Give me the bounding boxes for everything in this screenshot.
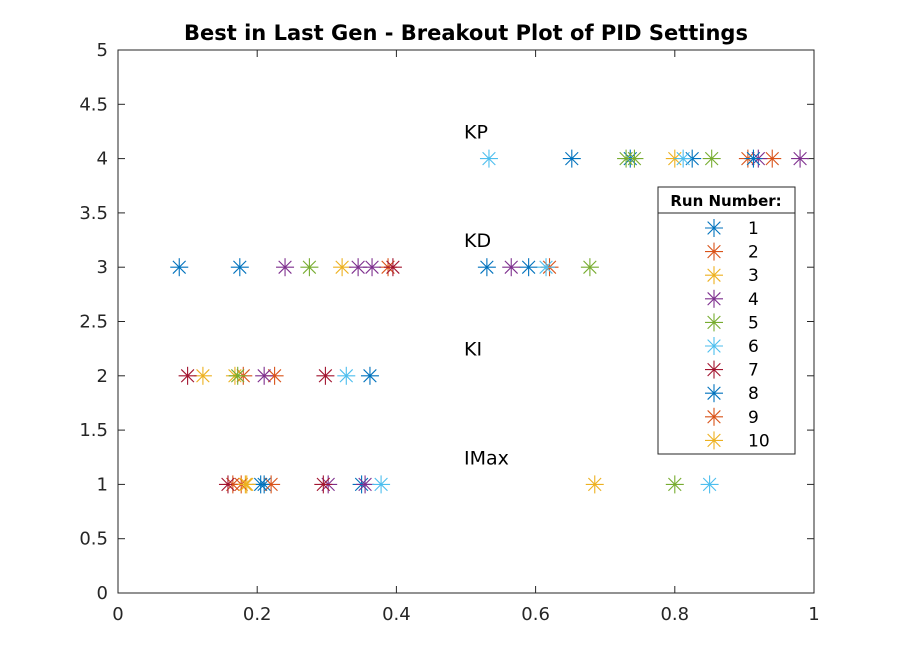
data-point-run-6 [372, 475, 391, 494]
annotation-kd: KD [464, 230, 491, 252]
data-points [170, 149, 810, 494]
data-point-run-5 [702, 149, 721, 168]
data-point-run-1 [230, 258, 249, 277]
annotation-kp: KP [464, 121, 488, 143]
data-point-run-4 [502, 258, 521, 277]
y-tick-label: 0.5 [79, 529, 108, 550]
y-tick-label: 1.5 [79, 420, 108, 441]
legend-marker-run-10 [705, 431, 723, 450]
legend-marker-run-6 [705, 337, 723, 355]
legend-label-run-2: 2 [748, 243, 759, 263]
x-tick-label: 0.2 [243, 604, 272, 625]
data-point-run-1 [360, 366, 379, 385]
data-point-run-7 [383, 258, 402, 277]
data-point-run-4 [791, 149, 810, 168]
x-axis: 0 0.2 0.4 0.6 0.8 1 [112, 50, 820, 625]
data-point-run-4 [363, 258, 382, 277]
data-point-run-3 [585, 475, 604, 494]
data-point-run-7 [314, 475, 333, 494]
legend-box [657, 186, 796, 455]
annotation-imax: IMax [464, 447, 509, 469]
data-point-run-1 [170, 258, 189, 277]
data-point-run-2 [265, 366, 284, 385]
data-point-run-3 [193, 366, 212, 385]
legend-marker-run-9 [705, 407, 723, 426]
data-point-run-7 [316, 366, 335, 385]
data-point-run-1 [562, 149, 581, 168]
data-point-run-4 [255, 366, 274, 385]
legend-label-run-6: 6 [748, 337, 759, 357]
y-tick-label: 4 [97, 149, 108, 170]
x-tick-label: 0 [112, 604, 123, 625]
data-point-run-6 [700, 475, 719, 494]
y-tick-label: 4.5 [79, 94, 108, 115]
data-point-run-1 [519, 258, 538, 277]
legend-marker-run-2 [705, 242, 723, 261]
legend-label-run-4: 4 [748, 290, 759, 310]
data-point-run-8 [477, 258, 496, 277]
y-tick-label: 0 [97, 583, 108, 604]
data-point-run-7 [178, 366, 197, 385]
legend-label-run-10: 10 [748, 431, 770, 451]
annotation-ki: KI [464, 339, 482, 361]
legend-label-run-8: 8 [748, 384, 759, 404]
legend-marker-run-1 [705, 219, 723, 237]
data-point-run-6 [674, 149, 693, 168]
legend-label-run-5: 5 [748, 313, 759, 333]
legend-label-run-9: 9 [748, 408, 759, 428]
y-tick-label: 3.5 [79, 203, 108, 224]
data-point-run-6 [537, 258, 556, 277]
x-tick-label: 0.8 [660, 604, 689, 625]
data-point-run-8 [251, 475, 270, 494]
data-point-run-7 [218, 475, 237, 494]
legend-label-run-3: 3 [748, 266, 759, 286]
data-point-run-4 [276, 258, 295, 277]
x-tick-label: 0.4 [382, 604, 411, 625]
data-point-run-5 [625, 149, 644, 168]
data-point-run-3 [333, 258, 352, 277]
y-tick-label: 1 [97, 474, 108, 495]
legend-label-run-1: 1 [748, 219, 759, 239]
legend-marker-run-4 [705, 289, 723, 308]
legend-marker-run-3 [705, 266, 723, 285]
y-tick-label: 2.5 [79, 312, 108, 333]
legend-items: 1 2 3 4 5 6 7 8 9 10 [705, 219, 770, 451]
x-tick-label: 0.6 [521, 604, 550, 625]
data-point-run-5 [580, 258, 599, 277]
legend-marker-run-7 [705, 360, 723, 379]
data-point-run-5 [228, 366, 247, 385]
legend-title: Run Number: [670, 192, 781, 210]
annotations: KP KD KI IMax [464, 121, 509, 469]
data-point-run-4 [356, 475, 375, 494]
data-point-run-5 [300, 258, 319, 277]
y-axis: 0 0.5 1 1.5 2 2.5 3 3.5 4 4.5 5 [79, 40, 814, 604]
chart-title: Best in Last Gen - Breakout Plot of PID … [184, 21, 748, 45]
y-tick-label: 5 [97, 40, 108, 61]
y-tick-label: 3 [97, 257, 108, 278]
legend-marker-run-8 [705, 384, 723, 403]
y-tick-label: 2 [97, 366, 108, 387]
x-tick-label: 1 [808, 604, 819, 625]
legend-label-run-7: 7 [748, 361, 759, 381]
data-point-run-8 [744, 149, 763, 168]
data-point-run-6 [337, 366, 356, 385]
data-point-run-10 [237, 475, 256, 494]
data-point-run-6 [479, 149, 498, 168]
legend-marker-run-5 [705, 313, 723, 332]
data-point-run-5 [665, 475, 684, 494]
legend: Run Number: 1 2 3 4 5 6 7 8 9 10 [657, 186, 796, 455]
